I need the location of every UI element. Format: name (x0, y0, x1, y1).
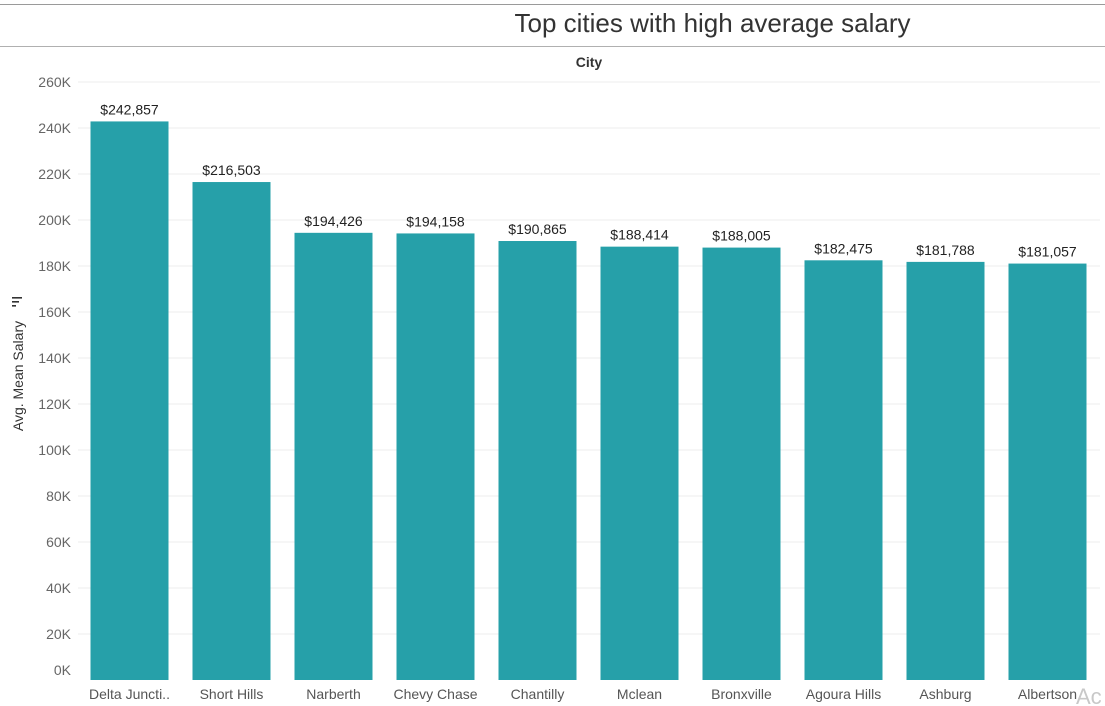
column-header[interactable]: City (575, 54, 603, 70)
bar[interactable] (804, 260, 883, 680)
y-tick-label: 60K (46, 534, 72, 550)
x-category-label[interactable]: Chantilly (511, 686, 565, 702)
x-category-label[interactable]: Narberth (306, 686, 360, 702)
bar-value-label: $242,857 (100, 101, 159, 117)
x-category-label[interactable]: Mclean (617, 686, 662, 702)
bar[interactable] (906, 261, 985, 680)
bar-value-label: $194,426 (304, 213, 363, 229)
y-tick-label: 140K (38, 350, 71, 366)
bar[interactable] (396, 233, 475, 681)
title-divider (0, 46, 1105, 47)
y-tick-label: 160K (38, 304, 71, 320)
x-category-label[interactable]: Delta Juncti.. (89, 686, 170, 702)
x-category-label[interactable]: Bronxville (711, 686, 772, 702)
bar[interactable] (90, 121, 169, 681)
y-tick-label: 100K (38, 442, 71, 458)
bar-value-label: $194,158 (406, 213, 465, 229)
bar-value-label: $216,503 (202, 162, 261, 178)
y-tick-label: 260K (38, 74, 71, 90)
y-tick-label: 200K (38, 212, 71, 228)
x-category-label[interactable]: Short Hills (200, 686, 264, 702)
y-axis-ticks: 0K 20K 40K 60K 80K 100K 120K 140K 160K 180K 200K 22… (38, 74, 71, 678)
bars (90, 121, 1087, 681)
x-axis-categories: Delta Juncti.. Short Hills Narberth Chevy C… (89, 686, 1077, 702)
bar[interactable] (600, 246, 679, 680)
y-tick-label: 180K (38, 258, 71, 274)
y-tick-label: 40K (46, 580, 72, 596)
chart-title: Top cities with high average salary (514, 8, 911, 38)
x-category-label[interactable]: Chevy Chase (393, 686, 477, 702)
bar-value-label: $188,005 (712, 228, 771, 244)
y-tick-label: 220K (38, 166, 71, 182)
y-tick-label: 240K (38, 120, 71, 136)
bar-value-label: $190,865 (508, 221, 567, 237)
bar[interactable] (294, 232, 373, 681)
bar-value-label: $181,057 (1018, 244, 1077, 260)
x-category-label[interactable]: Agoura Hills (806, 686, 881, 702)
bar-value-label: $182,475 (814, 240, 873, 256)
top-border (0, 4, 1105, 5)
bar[interactable] (702, 247, 781, 680)
y-tick-label: 20K (46, 626, 72, 642)
bar-value-label: $181,788 (916, 242, 975, 258)
sort-descending-icon[interactable] (11, 296, 23, 308)
activation-watermark: Ac (1076, 684, 1102, 706)
bar[interactable] (1008, 263, 1087, 680)
data-labels: $242,857 $216,503 $194,426 $194,158 $190,865… (100, 101, 1077, 259)
bar[interactable] (192, 182, 271, 681)
bar-value-label: $188,414 (610, 227, 669, 243)
y-tick-label: 0K (54, 662, 72, 678)
x-category-label[interactable]: Albertson (1018, 686, 1077, 702)
bar[interactable] (498, 241, 577, 680)
y-tick-label: 120K (38, 396, 71, 412)
y-tick-label: 80K (46, 488, 72, 504)
x-category-label[interactable]: Ashburg (919, 686, 971, 702)
